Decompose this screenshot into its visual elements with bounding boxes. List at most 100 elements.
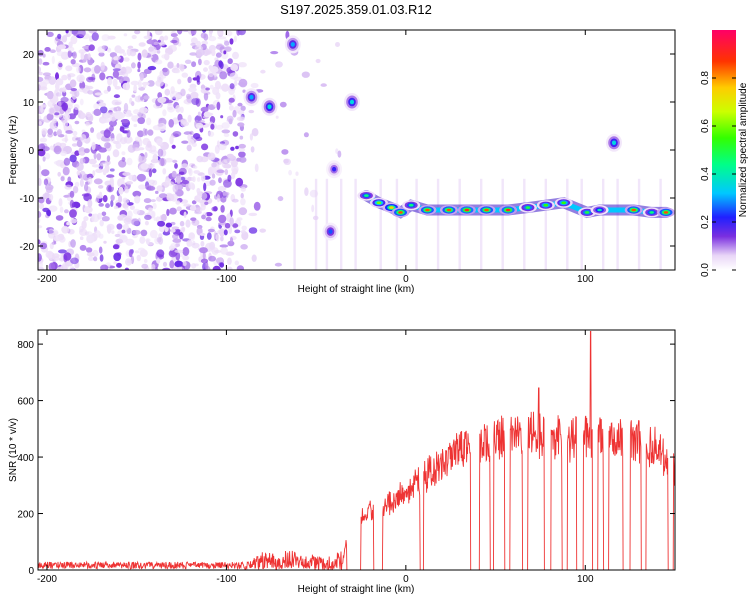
- noise-speckle: [206, 232, 212, 240]
- noise-speckle: [197, 111, 201, 117]
- noise-speckle: [42, 79, 50, 85]
- noise-speckle: [97, 99, 104, 104]
- noise-speckle: [277, 196, 284, 202]
- noise-speckle: [113, 252, 122, 262]
- noise-speckle: [315, 58, 321, 64]
- noise-speckle: [238, 143, 246, 149]
- noise-speckle: [201, 174, 206, 182]
- noise-speckle: [189, 52, 198, 56]
- noise-speckle: [60, 96, 69, 103]
- noise-speckle: [38, 49, 44, 57]
- noise-speckle: [113, 94, 120, 99]
- noise-speckle: [62, 119, 69, 128]
- noise-speckle: [191, 97, 200, 106]
- noise-speckle: [72, 130, 78, 137]
- x-tick-label: 100: [577, 574, 594, 585]
- noise-speckle: [170, 33, 178, 38]
- noise-speckle: [70, 239, 76, 248]
- noise-speckle: [83, 216, 89, 222]
- noise-speckle: [87, 176, 93, 185]
- noise-speckle: [164, 157, 173, 163]
- noise-speckle: [132, 190, 142, 198]
- noise-speckle: [134, 95, 143, 103]
- noise-speckle: [134, 30, 141, 35]
- noise-speckle: [183, 131, 192, 135]
- noise-speckle: [132, 229, 141, 235]
- chart-title: S197.2025.359.01.03.R12: [280, 2, 432, 17]
- colorbar-tick-label: 0.0: [700, 263, 711, 277]
- noise-speckle: [41, 128, 48, 135]
- noise-speckle: [200, 203, 206, 211]
- noise-speckle: [227, 257, 232, 265]
- noise-speckle: [94, 92, 103, 96]
- x-tick-label: -100: [216, 274, 236, 285]
- noise-speckle: [70, 257, 79, 265]
- noise-speckle: [80, 134, 87, 143]
- noise-speckle: [48, 228, 55, 235]
- noise-speckle: [76, 162, 84, 171]
- spectrogram-y-label: Frequency (Hz): [8, 116, 19, 185]
- noise-speckle: [123, 102, 129, 112]
- noise-speckle: [218, 222, 227, 225]
- noise-speckle: [236, 116, 245, 122]
- noise-streak: [659, 178, 662, 270]
- noise-speckle: [110, 138, 116, 143]
- noise-speckle: [234, 80, 238, 87]
- noise-speckle: [53, 235, 61, 242]
- noise-speckle: [209, 179, 216, 186]
- noise-speckle: [226, 115, 234, 123]
- noise-speckle: [187, 176, 192, 181]
- noise-speckle: [149, 229, 158, 239]
- noise-speckle: [69, 265, 75, 270]
- noise-speckle: [217, 36, 227, 40]
- noise-speckle: [42, 156, 46, 162]
- noise-speckle: [191, 37, 198, 45]
- noise-speckle: [67, 50, 72, 58]
- noise-speckle: [281, 149, 289, 155]
- noise-speckle: [73, 104, 80, 110]
- noise-speckle: [221, 83, 230, 92]
- noise-speckle: [61, 74, 68, 81]
- snr-x-label: Height of straight line (km): [298, 584, 415, 595]
- noise-speckle: [99, 219, 104, 227]
- noise-speckle: [148, 179, 156, 184]
- noise-speckle: [38, 260, 43, 270]
- noise-speckle: [111, 230, 115, 235]
- noise-speckle: [215, 233, 220, 242]
- noise-speckle: [221, 129, 231, 134]
- noise-speckle: [114, 110, 123, 120]
- noise-speckle: [71, 143, 78, 147]
- y-tick-label: 0: [28, 146, 34, 157]
- noise-speckle: [79, 244, 87, 251]
- noise-speckle: [231, 198, 239, 203]
- noise-speckle: [107, 77, 113, 86]
- noise-speckle: [143, 95, 150, 100]
- carrier-peak: [584, 211, 590, 214]
- noise-speckle: [58, 100, 62, 107]
- noise-speckle: [93, 178, 103, 185]
- noise-speckle: [67, 74, 72, 81]
- noise-speckle: [229, 83, 235, 90]
- noise-speckle: [122, 172, 131, 176]
- noise-speckle: [220, 115, 224, 119]
- noise-speckle: [155, 190, 159, 194]
- noise-speckle: [223, 229, 228, 236]
- colorbar-ticks: 0.0 0.2 0.4 0.6 0.8: [700, 71, 736, 277]
- noise-speckle: [86, 173, 94, 179]
- noise-speckle: [61, 35, 68, 43]
- noise-speckle: [207, 168, 213, 176]
- noise-speckle: [158, 193, 168, 199]
- noise-speckle: [67, 107, 72, 113]
- noise-speckle: [190, 91, 199, 99]
- noise-speckle: [218, 214, 227, 224]
- noise-speckle: [220, 236, 224, 242]
- noise-speckle: [148, 168, 153, 178]
- noise-speckle: [179, 63, 184, 71]
- noise-speckle: [162, 109, 167, 117]
- y-tick-label: 10: [23, 98, 35, 109]
- noise-speckle: [88, 77, 96, 81]
- y-tick-label: -10: [20, 194, 35, 205]
- noise-speckle: [87, 53, 91, 61]
- noise-speckle: [146, 117, 152, 126]
- noise-speckle: [69, 209, 77, 218]
